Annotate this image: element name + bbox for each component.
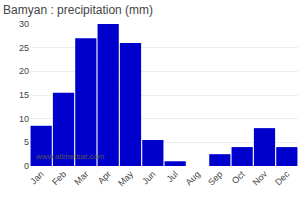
svg-text:Sep: Sep: [206, 169, 224, 187]
svg-text:Nov: Nov: [251, 169, 270, 188]
svg-text:Dec: Dec: [273, 169, 292, 188]
svg-text:30: 30: [19, 19, 29, 29]
svg-text:Bamyan : precipitation (mm): Bamyan : precipitation (mm): [3, 3, 153, 17]
svg-text:10: 10: [19, 114, 29, 124]
svg-text:Mar: Mar: [72, 169, 90, 187]
svg-text:20: 20: [19, 66, 29, 76]
svg-text:May: May: [116, 169, 135, 188]
svg-text:Jan: Jan: [28, 169, 45, 186]
svg-text:15: 15: [19, 90, 29, 100]
svg-text:Jun: Jun: [140, 169, 157, 186]
svg-text:Apr: Apr: [96, 169, 113, 186]
svg-text:Aug: Aug: [184, 169, 202, 187]
svg-text:5: 5: [24, 137, 29, 147]
svg-text:Oct: Oct: [230, 169, 247, 186]
svg-text:0: 0: [24, 161, 29, 171]
svg-text:25: 25: [19, 43, 29, 53]
svg-text:Jul: Jul: [165, 169, 180, 184]
svg-text:www.allmetsat.com: www.allmetsat.com: [35, 152, 105, 161]
svg-text:Feb: Feb: [50, 169, 68, 187]
